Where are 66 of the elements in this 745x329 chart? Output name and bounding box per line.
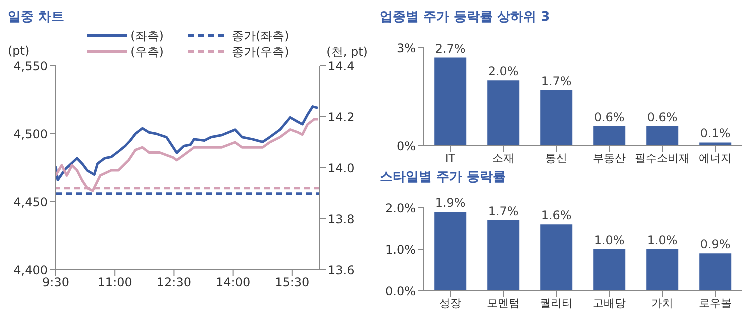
x-tick-label: 소재 [492,152,514,165]
data-label: 1.0% [647,234,678,248]
y2-axis-title: (천, pt) [326,44,368,60]
x-tick-label: 통신 [546,152,568,165]
bar [488,80,520,146]
data-label: 1.9% [435,196,466,210]
bar [700,142,732,146]
legend-label: (우측) [130,44,164,60]
x-tick-label: 가치 [652,296,674,310]
y-tick-label: 4,400 [14,263,48,278]
bar [646,126,679,146]
y-tick-label: 4,500 [14,127,48,142]
y-tick-label: 2.0% [386,201,416,216]
x-tick-label: 12:30 [156,276,192,290]
y-tick-label: 3% [396,41,416,56]
bar [594,126,626,146]
y2-tick-label: 14.2 [328,110,355,124]
y-tick-label: 0% [396,139,416,154]
data-label: 0.6% [647,110,678,124]
bar [646,250,679,291]
x-tick-label: IT [446,152,456,165]
bar [700,254,732,291]
data-label: 1.7% [541,74,572,88]
line-series [56,118,320,192]
x-tick-label: 11:00 [98,276,132,290]
line-series [56,106,320,182]
data-label: 0.9% [700,238,731,252]
chart-title: 스타일별 주가 등락률 [380,169,508,187]
bar [540,90,573,146]
bar [594,250,626,291]
y2-tick-label: 14.0 [328,161,355,176]
y-tick-label: 4,450 [14,195,48,210]
y2-tick-label: 13.6 [328,263,355,278]
bar [488,220,520,291]
legend-label: 종가(좌측) [232,28,290,44]
x-tick-label: 14:00 [216,276,251,290]
chart-title: 일중 차트 [8,9,66,27]
y-tick-label: 4,550 [14,59,48,74]
x-tick-label: 모멘텀 [487,296,520,310]
y2-tick-label: 14.4 [328,59,355,74]
data-label: 2.0% [488,64,519,79]
x-tick-label: 성장 [440,296,462,310]
y-tick-label: 1.0% [386,242,416,257]
y-tick-label: 0.0% [386,284,416,298]
x-tick-label: 9:30 [42,276,70,290]
chart-title: 업종별 주가 등락률 상하위 3 [380,9,552,27]
x-tick-label: 15:30 [275,276,310,290]
x-tick-label: 부동산 [593,152,626,165]
legend-label: 종가(우측) [232,44,290,60]
legend-label: (좌측) [130,28,164,44]
data-label: 0.1% [700,126,731,141]
x-tick-label: 로우볼 [699,296,732,310]
data-label: 1.0% [594,234,625,248]
y-axis-title: (pt) [8,44,30,60]
data-label: 1.6% [541,208,572,223]
y2-tick-label: 13.8 [328,212,355,226]
bar [540,224,573,291]
x-tick-label: 에너지 [699,152,732,165]
data-label: 0.6% [594,110,625,124]
data-label: 1.7% [488,204,519,218]
bar [434,58,467,146]
bar [434,212,467,291]
data-label: 2.7% [435,42,466,56]
x-tick-label: 고배당 [593,296,626,310]
x-tick-label: 필수소비재 [635,152,690,165]
x-tick-label: 퀄리티 [540,296,573,310]
